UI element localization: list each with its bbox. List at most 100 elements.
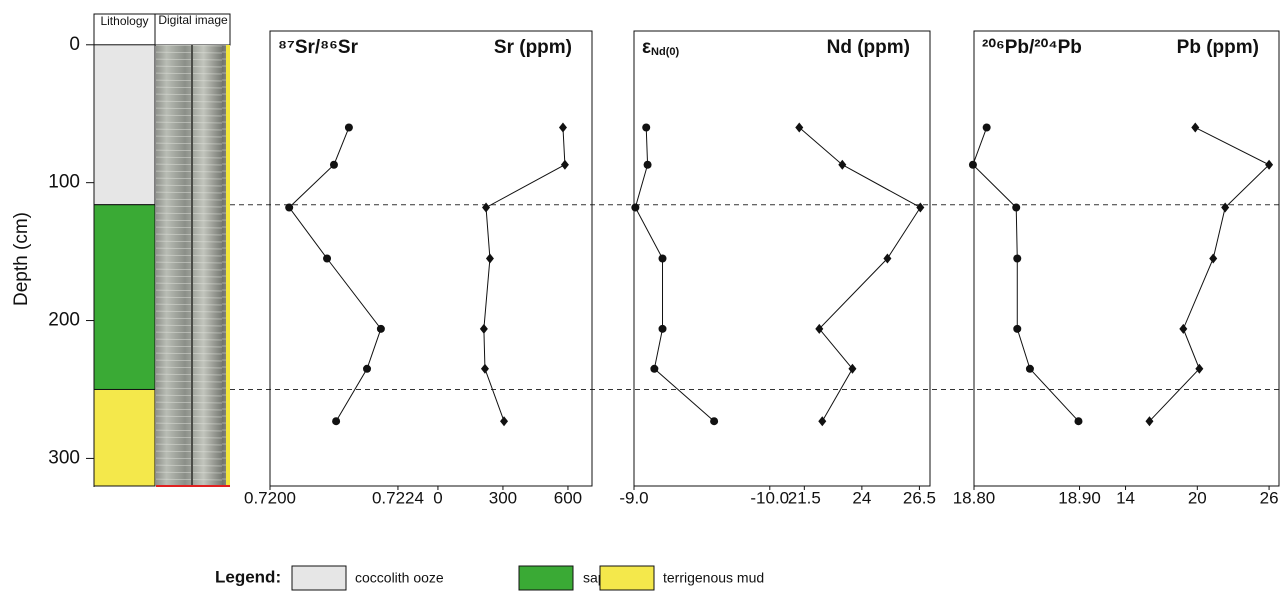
x-tick-label: 18.90 — [1058, 488, 1101, 507]
x-tick-label: 0.7224 — [372, 488, 424, 507]
data-point — [818, 416, 827, 427]
data-point — [848, 363, 857, 374]
data-point — [1145, 416, 1154, 427]
data-point — [1209, 253, 1218, 264]
data-point — [500, 416, 509, 427]
x-tick-label: 26.5 — [903, 488, 936, 507]
panel-frame — [633, 30, 931, 487]
data-point — [480, 363, 489, 374]
data-point — [323, 254, 332, 263]
data-point — [710, 417, 719, 426]
profile-line — [798, 127, 922, 422]
data-point — [558, 122, 567, 133]
panel-frame — [973, 30, 1280, 487]
profile-line — [634, 127, 715, 422]
data-point — [643, 160, 652, 169]
series-title-main: Sr (ppm) — [494, 37, 572, 58]
data-point — [658, 254, 667, 263]
data-point — [815, 323, 824, 334]
data-point — [1013, 254, 1022, 263]
data-point — [1265, 159, 1274, 170]
legend-swatch — [291, 565, 347, 591]
data-point — [968, 160, 977, 169]
x-tick-label: -9.0 — [619, 488, 648, 507]
y-axis-label: Depth (cm) — [11, 212, 32, 306]
series-title: Nd (ppm) — [827, 37, 910, 58]
series-title: Sr (ppm) — [494, 37, 572, 58]
data-point — [1179, 323, 1188, 334]
profile-line — [288, 127, 382, 422]
x-tick-label: 18.80 — [953, 488, 996, 507]
lithology-header: Lithology — [100, 14, 148, 28]
data-point — [658, 324, 667, 333]
series-title: εNd(0) — [642, 37, 679, 58]
data-point — [1221, 202, 1230, 213]
series-title-main: ²⁰⁶Pb/²⁰⁴Pb — [982, 37, 1082, 58]
legend-title: Legend: — [215, 567, 281, 586]
data-point — [795, 122, 804, 133]
profile-line — [972, 127, 1079, 422]
data-point — [650, 364, 659, 373]
y-tick-label: 100 — [48, 172, 80, 193]
data-point — [482, 202, 491, 213]
image-header: Digital image — [158, 14, 228, 27]
series-title-main: Pb (ppm) — [1177, 37, 1259, 58]
data-point — [982, 123, 991, 132]
data-point — [344, 123, 353, 132]
series-title-main: ⁸⁷Sr/⁸⁶Sr — [278, 37, 359, 58]
data-point — [1074, 417, 1083, 426]
series-title-main: ε — [642, 37, 651, 58]
x-tick-label: 26 — [1260, 488, 1279, 507]
lithology-unit — [93, 44, 156, 206]
data-point — [916, 202, 925, 213]
lithology-unit — [93, 204, 156, 390]
header-box — [154, 13, 231, 46]
x-tick-label: 21.5 — [788, 488, 821, 507]
x-tick-label: 600 — [554, 488, 582, 507]
data-point — [631, 203, 640, 212]
y-tick-label: 200 — [48, 310, 80, 331]
data-point — [642, 123, 651, 132]
data-point — [883, 253, 892, 264]
data-point — [285, 203, 294, 212]
lithology-unit — [93, 388, 156, 487]
legend-swatch — [518, 565, 574, 591]
y-tick-label: 0 — [69, 34, 80, 55]
data-point — [1012, 203, 1021, 212]
data-point — [560, 159, 569, 170]
data-point — [1191, 122, 1200, 133]
data-point — [485, 253, 494, 264]
data-point — [1025, 364, 1034, 373]
header-box — [93, 13, 156, 46]
data-point — [1195, 363, 1204, 374]
core-edge — [226, 45, 230, 486]
data-point — [1013, 324, 1022, 333]
series-title: ⁸⁷Sr/⁸⁶Sr — [278, 37, 359, 58]
x-tick-label: 300 — [489, 488, 517, 507]
x-tick-label: 20 — [1188, 488, 1207, 507]
data-point — [363, 364, 372, 373]
y-tick-label: 300 — [48, 447, 80, 468]
series-title-main: Nd (ppm) — [827, 37, 910, 58]
data-point — [479, 323, 488, 334]
profile-line — [483, 127, 566, 422]
panel-frame — [269, 30, 593, 487]
x-tick-label: 0 — [433, 488, 442, 507]
x-tick-label: 14 — [1116, 488, 1135, 507]
series-title-sub: Nd(0) — [651, 46, 679, 58]
x-tick-label: -10.0 — [750, 488, 789, 507]
legend-label: terrigenous mud — [663, 570, 764, 586]
x-tick-label: 24 — [852, 488, 871, 507]
legend-label: coccolith ooze — [355, 570, 444, 586]
data-point — [376, 324, 385, 333]
series-title: ²⁰⁶Pb/²⁰⁴Pb — [982, 37, 1082, 58]
x-tick-label: 0.7200 — [244, 488, 296, 507]
data-point — [332, 417, 341, 426]
profile-line — [1149, 127, 1270, 422]
legend-swatch — [599, 565, 655, 591]
data-point — [838, 159, 847, 170]
series-title: Pb (ppm) — [1177, 37, 1259, 58]
data-point — [329, 160, 338, 169]
